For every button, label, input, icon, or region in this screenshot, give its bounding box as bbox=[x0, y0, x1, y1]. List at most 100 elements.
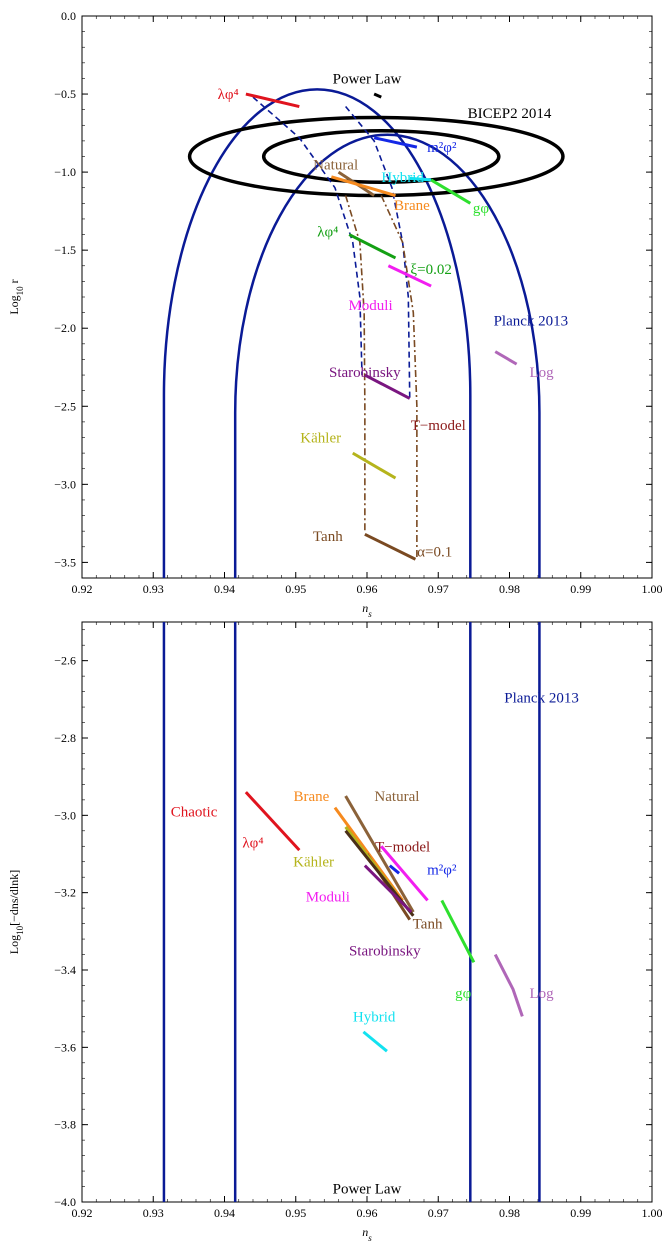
x-tick-label: 0.93 bbox=[143, 1206, 164, 1220]
dashed-curve bbox=[345, 106, 411, 399]
x-tick-label: 0.98 bbox=[499, 582, 520, 596]
label-bicep2-2014: BICEP2 2014 bbox=[468, 106, 552, 122]
label-log: Log bbox=[529, 365, 554, 381]
series-moduli bbox=[387, 264, 432, 288]
dashdot-curve bbox=[380, 195, 418, 560]
label-natural: Natural bbox=[313, 157, 358, 173]
label-m2-2: m²φ² bbox=[427, 862, 457, 878]
label-moduli: Moduli bbox=[348, 298, 392, 314]
label-log: Log bbox=[529, 986, 554, 1002]
label-planck-2013: Planck 2013 bbox=[494, 313, 569, 329]
x-tick-label: 0.97 bbox=[428, 582, 449, 596]
series-m2-2 bbox=[373, 136, 418, 149]
y-tick-label: −2.0 bbox=[54, 321, 76, 335]
label-chaotic: Chaotic bbox=[171, 804, 218, 820]
label-ka-hler: Kähler bbox=[293, 855, 334, 871]
y-tick-label: −4.0 bbox=[54, 1195, 76, 1209]
label-starobinsky: Starobinsky bbox=[349, 944, 421, 960]
label-tanh: Tanh bbox=[313, 529, 343, 545]
y-tick-label: −2.8 bbox=[54, 731, 76, 745]
x-tick-label: 0.97 bbox=[428, 1206, 449, 1220]
y-tick-label: −2.6 bbox=[54, 654, 76, 668]
series-g bbox=[440, 899, 476, 963]
label-brane: Brane bbox=[294, 789, 330, 805]
bicep2-inner-contour bbox=[261, 128, 501, 185]
label-t-model: T−model bbox=[411, 418, 466, 434]
y-tick-label: −3.2 bbox=[54, 886, 76, 900]
series-4-0-02 bbox=[348, 233, 397, 260]
y-axis-label: Log10 r bbox=[7, 279, 25, 314]
label-4: λφ⁴ bbox=[242, 835, 263, 851]
x-tick-label: 0.99 bbox=[570, 582, 591, 596]
series-g bbox=[430, 178, 472, 205]
y-tick-label: −1.0 bbox=[54, 165, 76, 179]
series-log bbox=[493, 953, 524, 1017]
x-tick-label: 0.96 bbox=[357, 582, 378, 596]
series-starobinsky bbox=[363, 864, 413, 914]
label-planck-2013: Planck 2013 bbox=[504, 690, 579, 706]
label-0-1: α=0.1 bbox=[417, 544, 452, 560]
plot-area bbox=[162, 88, 565, 578]
label-natural: Natural bbox=[374, 789, 419, 805]
label-m2-2: m²φ² bbox=[427, 140, 457, 156]
x-tick-label: 0.93 bbox=[143, 582, 164, 596]
y-axis-label: Log10[−dns/dlnk] bbox=[7, 870, 25, 954]
series-starobinsky bbox=[364, 373, 411, 400]
x-tick-label: 0.95 bbox=[285, 1206, 306, 1220]
top-panel-tensor-ratio: 0.92 0.93 0.94 0.95 0.96 0.97 0.98 0.99 1.00 0.0 −… bbox=[7, 9, 663, 619]
planck-inner-contour bbox=[233, 134, 541, 578]
y-tick-label: −2.5 bbox=[54, 399, 76, 413]
series-hybrid bbox=[409, 176, 432, 182]
x-tick-label: 0.92 bbox=[72, 582, 93, 596]
x-tick-label: 1.00 bbox=[642, 1206, 663, 1220]
x-tick-label: 0.94 bbox=[214, 1206, 235, 1220]
series-natural bbox=[344, 795, 415, 913]
label-brane: Brane bbox=[394, 198, 430, 214]
bicep2-outer-contour bbox=[187, 115, 565, 198]
series-tanh bbox=[364, 532, 417, 561]
label-4: λφ⁴ bbox=[317, 224, 338, 240]
series-ka-hler bbox=[351, 451, 397, 480]
label-ka-hler: Kähler bbox=[300, 431, 341, 447]
label-g: gφ bbox=[473, 201, 490, 217]
label-hybrid: Hybrid bbox=[381, 170, 424, 186]
x-tick-label: 0.92 bbox=[72, 1206, 93, 1220]
planck-outer-contour bbox=[162, 88, 472, 578]
y-tick-label: −3.4 bbox=[54, 963, 76, 977]
series-chaotic-4 bbox=[244, 791, 301, 852]
y-tick-label: −3.8 bbox=[54, 1118, 76, 1132]
label-power-law: Power Law bbox=[333, 71, 402, 87]
label-4: λφ⁴ bbox=[218, 87, 239, 103]
x-tick-label: 0.96 bbox=[357, 1206, 378, 1220]
series-hybrid bbox=[362, 1030, 388, 1053]
series-4 bbox=[245, 92, 300, 109]
series-m2-2 bbox=[388, 864, 401, 875]
label-tanh: Tanh bbox=[413, 917, 443, 933]
y-tick-label: −1.5 bbox=[54, 243, 76, 257]
label-t-model: T−model bbox=[375, 839, 430, 855]
series-power-law bbox=[373, 92, 382, 99]
y-tick-label: −3.0 bbox=[54, 477, 76, 491]
plot-area bbox=[162, 622, 541, 1202]
x-tick-label: 0.98 bbox=[499, 1206, 520, 1220]
series-moduli bbox=[380, 845, 429, 902]
plot-frame bbox=[81, 621, 653, 1203]
y-tick-label: −3.5 bbox=[54, 555, 76, 569]
y-tick-label: −0.5 bbox=[54, 87, 76, 101]
y-tick-label: −3.6 bbox=[54, 1040, 76, 1054]
y-tick-label: 0.0 bbox=[61, 9, 76, 23]
x-axis-label: ns bbox=[362, 601, 372, 619]
label-hybrid: Hybrid bbox=[353, 1009, 396, 1025]
label-power-law: Power Law bbox=[333, 1181, 402, 1197]
series-brane bbox=[330, 175, 396, 197]
x-axis-label: ns bbox=[362, 1225, 372, 1243]
bottom-panel-running: 0.92 0.93 0.94 0.95 0.96 0.97 0.98 0.99 1.00 −2.6… bbox=[7, 621, 663, 1243]
x-tick-label: 0.94 bbox=[214, 582, 235, 596]
y-tick-label: −3.0 bbox=[54, 808, 76, 822]
x-tick-label: 0.99 bbox=[570, 1206, 591, 1220]
label-0-02: ξ=0.02 bbox=[410, 262, 451, 278]
dashdot-curve bbox=[344, 195, 366, 532]
label-g: gφ bbox=[455, 986, 472, 1002]
x-tick-label: 0.95 bbox=[285, 582, 306, 596]
